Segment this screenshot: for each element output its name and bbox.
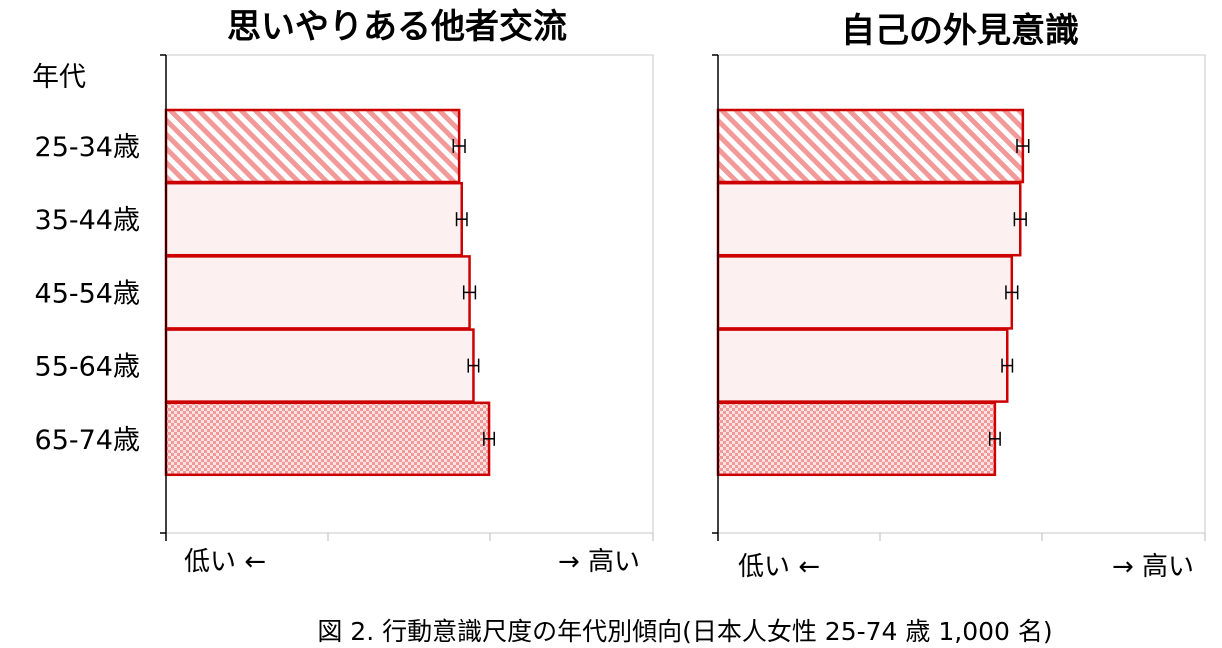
chart-2-high-label: → 高い xyxy=(1112,552,1194,582)
bar xyxy=(164,328,475,403)
chart-2-low-label: 低い ← xyxy=(738,552,820,582)
chart-1-high-label: → 高い xyxy=(558,547,640,577)
bar xyxy=(164,255,471,330)
category-label: 65-74歳 xyxy=(35,425,140,456)
category-label: 45-54歳 xyxy=(35,278,140,309)
bar xyxy=(164,401,491,477)
bar xyxy=(716,255,1014,330)
bar xyxy=(716,181,1022,257)
category-labels: 25-34歳 35-44歳 45-54歳 55-64歳 65-74歳 xyxy=(35,132,140,456)
chart-2-title: 自己の外見意識 xyxy=(841,11,1079,51)
chart-1-title: 思いやりある他者交流 xyxy=(227,7,567,47)
category-label: 25-34歳 xyxy=(35,132,140,163)
bar xyxy=(716,108,1025,184)
category-label: 35-44歳 xyxy=(35,205,140,236)
chart-1: 思いやりある他者交流 低い ← → 高い xyxy=(160,7,654,577)
chart-1-bars xyxy=(164,108,495,477)
bar xyxy=(164,181,463,257)
category-label: 55-64歳 xyxy=(35,352,140,383)
figure-caption: 図 2. 行動意識尺度の年代別傾向(日本人女性 25-74 歳 1,000 名) xyxy=(317,617,1052,646)
bar xyxy=(716,401,997,477)
bar xyxy=(164,108,461,184)
chart-2: 自己の外見意識 低い ← → 高い xyxy=(712,11,1206,582)
bar xyxy=(716,328,1009,403)
row-header: 年代 xyxy=(32,62,86,93)
chart-1-low-label: 低い ← xyxy=(184,547,266,577)
chart-2-bars xyxy=(716,108,1030,477)
